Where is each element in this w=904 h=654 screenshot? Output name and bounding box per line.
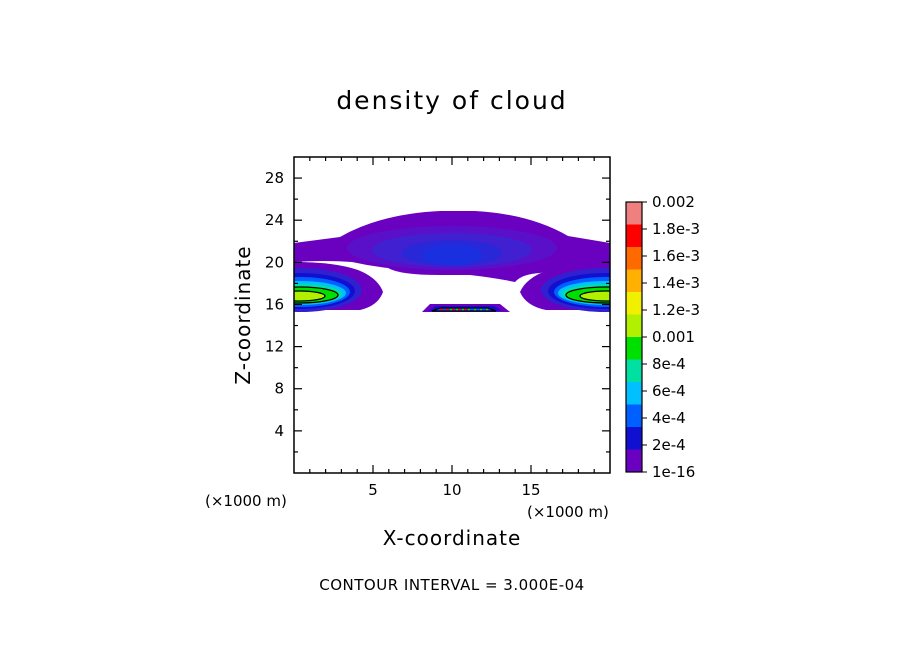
y-tick-label: 24 (265, 211, 284, 229)
colorbar-swatch (626, 404, 642, 428)
colorbar-label: 1.8e-3 (652, 220, 700, 238)
y-axis-label: Z-coordinate (231, 245, 255, 385)
y-tick-label: 20 (265, 253, 284, 271)
y-tick-label: 4 (274, 422, 284, 440)
colorbar-label: 1e-16 (652, 463, 695, 481)
colorbar: 0.002 1.8e-3 1.6e-3 1.4e-3 1.2e-3 0.001 8e-4 6e… (625, 193, 700, 481)
x-tick-label: 10 (442, 481, 461, 499)
colorbar-swatch (626, 202, 642, 225)
x-unit-label-left: (×1000 m) (205, 492, 287, 510)
colorbar-swatch (626, 224, 642, 248)
colorbar-swatch (626, 314, 642, 338)
contour-interval-note: CONTOUR INTERVAL = 3.000E-04 (319, 576, 585, 594)
colorbar-label: 4e-4 (652, 409, 686, 427)
colorbar-label: 0.002 (652, 193, 695, 211)
axis-tick-labels: 5 10 15 4 8 12 16 20 24 28 (265, 169, 541, 499)
contour-field (294, 211, 610, 312)
colorbar-label: 1.6e-3 (652, 247, 700, 265)
colorbar-swatch (626, 382, 642, 405)
colorbar-swatch (626, 449, 642, 473)
colorbar-swatch (626, 269, 642, 293)
chart-title: density of cloud (336, 86, 568, 115)
y-tick-label: 16 (265, 295, 284, 313)
left-core-level-7 (294, 290, 326, 302)
colorbar-label: 1.2e-3 (652, 301, 700, 319)
y-tick-label: 28 (265, 169, 284, 187)
x-tick-label: 5 (368, 481, 378, 499)
x-unit-label-right: (×1000 m) (527, 503, 609, 521)
x-axis-label: X-coordinate (382, 526, 522, 550)
colorbar-label: 1.4e-3 (652, 274, 700, 292)
colorbar-label: 2e-4 (652, 436, 686, 454)
colorbar-swatch (626, 427, 642, 450)
x-tick-label: 15 (521, 481, 540, 499)
colorbar-label: 6e-4 (652, 382, 686, 400)
plot-frame (293, 156, 611, 474)
colorbar-label: 0.001 (652, 328, 695, 346)
colorbar-swatch (626, 247, 642, 270)
colorbar-swatch (626, 337, 642, 360)
y-tick-label: 8 (274, 380, 284, 398)
colorbar-swatch (626, 292, 642, 315)
right-core-level-7 (579, 290, 610, 302)
colorbar-swatch (626, 359, 642, 383)
y-tick-label: 12 (265, 338, 284, 356)
axis-ticks (294, 157, 610, 473)
colorbar-label: 8e-4 (652, 355, 686, 373)
anvil-level-4 (422, 245, 482, 265)
